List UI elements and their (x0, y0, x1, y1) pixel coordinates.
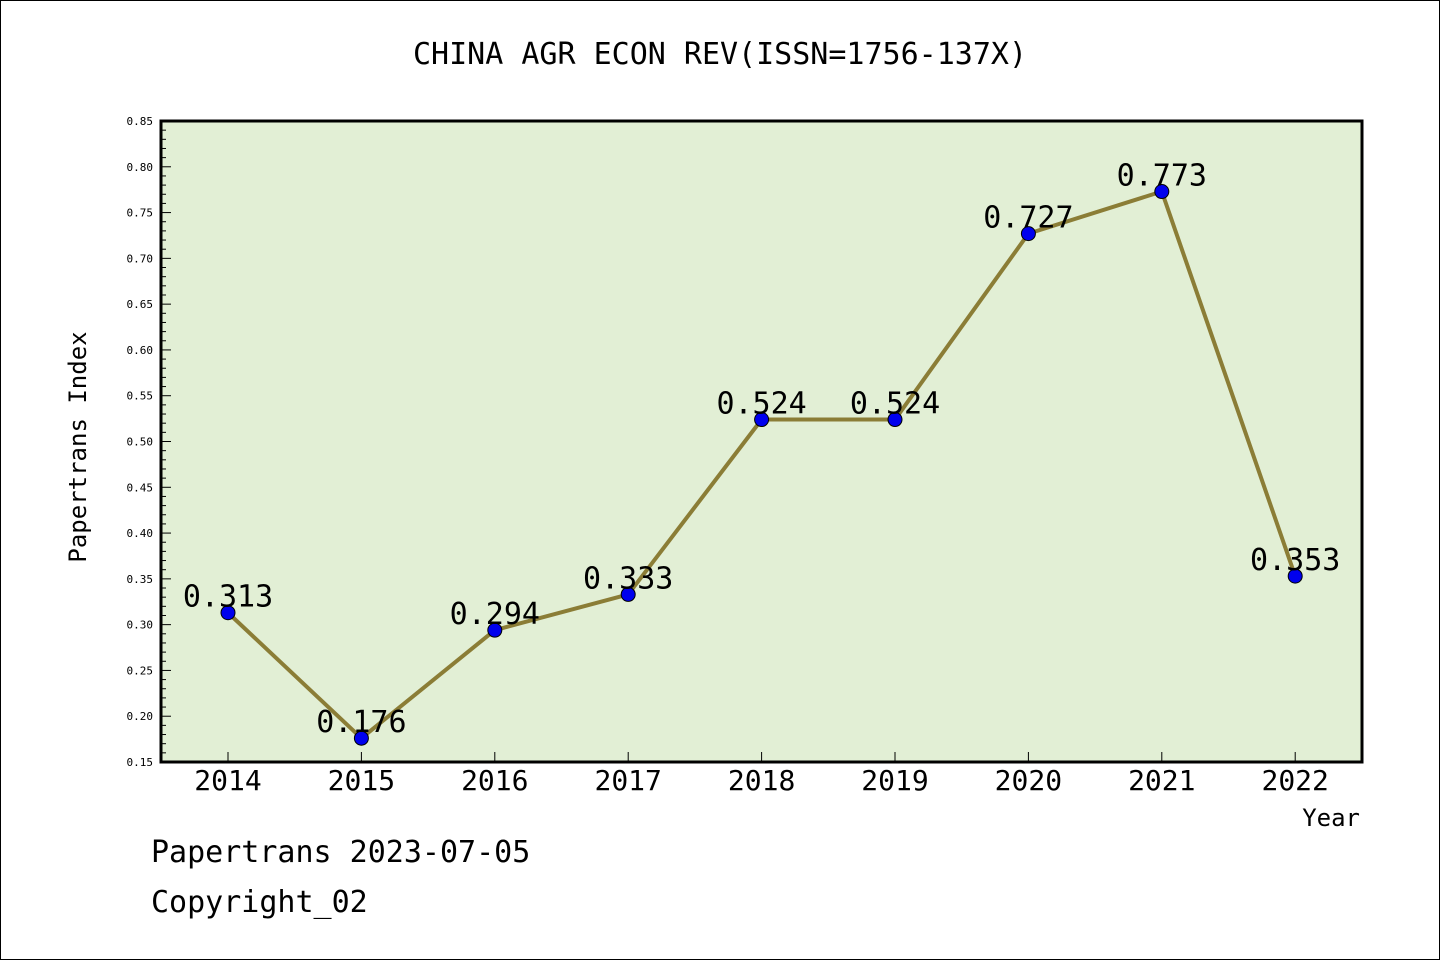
chart-title: CHINA AGR ECON REV(ISSN=1756-137X) (412, 37, 1028, 72)
y-tick-label: 0.55 (127, 390, 154, 403)
y-tick-label: 0.25 (127, 664, 154, 677)
y-tick-label: 0.15 (127, 756, 154, 769)
data-point (754, 412, 770, 428)
y-tick-label: 0.50 (127, 436, 154, 449)
data-label: 0.524 (716, 387, 806, 422)
data-label: 0.294 (450, 597, 540, 632)
x-axis-label: Year (1302, 804, 1360, 832)
x-tick-label: 2019 (861, 764, 928, 797)
x-tick-label: 2020 (995, 764, 1062, 797)
x-tick-label: 2015 (328, 764, 395, 797)
data-point (487, 622, 503, 638)
y-tick-label: 0.80 (127, 161, 154, 174)
plot-area (159, 119, 1364, 764)
x-tick-label: 2018 (728, 764, 795, 797)
y-axis: 0.15 0.20 0.25 0.30 0.35 0.40 0.45 0.50 0.55 0.60… (127, 115, 171, 769)
data-point (620, 586, 636, 602)
y-tick-label: 0.20 (127, 710, 154, 723)
y-tick-label: 0.30 (127, 619, 154, 632)
x-axis: 2014 2015 2016 2017 2018 2019 2020 2021 2022 (194, 752, 1329, 797)
data-label-group: 0.313 0.176 0.294 0.333 0.524 0.524 0.727 0.773… (183, 159, 1341, 741)
x-tick-label: 2022 (1261, 764, 1328, 797)
data-label: 0.176 (316, 705, 406, 740)
data-point (887, 412, 903, 428)
y-tick-label: 0.45 (127, 481, 154, 494)
y-tick-label: 0.65 (127, 298, 154, 311)
y-tick-label: 0.60 (127, 344, 154, 357)
data-label: 0.773 (1117, 159, 1207, 194)
y-tick-label: 0.75 (127, 207, 154, 220)
data-label: 0.333 (583, 561, 673, 596)
y-axis-label: Papertrans Index (64, 331, 92, 562)
footer-date: Papertrans 2023-07-05 (151, 835, 531, 870)
y-tick-label: 0.40 (127, 527, 154, 540)
data-point (1154, 184, 1170, 200)
footer-copyright: Copyright_02 (151, 885, 368, 920)
data-label: 0.353 (1250, 543, 1340, 578)
data-label: 0.313 (183, 580, 273, 615)
data-point (220, 605, 236, 621)
x-tick-label: 2017 (594, 764, 661, 797)
y-tick-label: 0.85 (127, 115, 154, 128)
x-tick-label: 2021 (1128, 764, 1195, 797)
y-tick-label: 0.70 (127, 252, 154, 265)
x-tick-label: 2016 (461, 764, 528, 797)
data-point (1020, 226, 1036, 242)
data-point (1287, 568, 1303, 584)
data-point (353, 730, 369, 746)
data-label: 0.727 (983, 201, 1073, 236)
marker-group (220, 184, 1303, 746)
y-tick-label: 0.35 (127, 573, 154, 586)
x-tick-label: 2014 (194, 764, 261, 797)
data-label: 0.524 (850, 387, 940, 422)
